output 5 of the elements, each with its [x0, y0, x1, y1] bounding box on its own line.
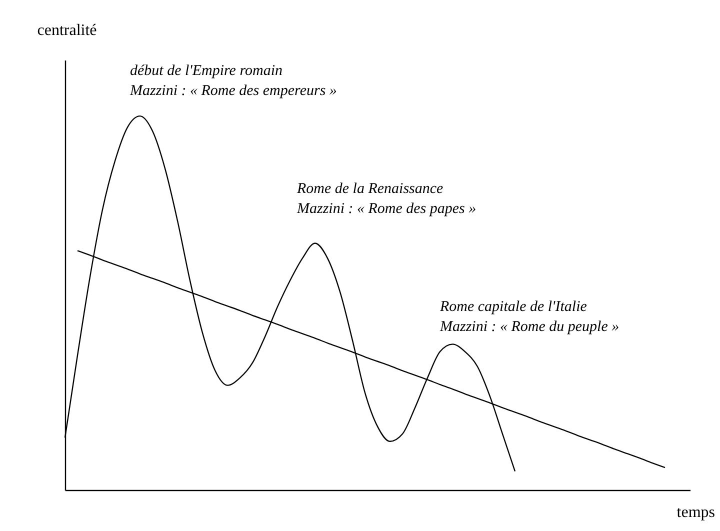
annotation: Rome capitale de l'Italie Mazzini : « Rome du peuple »: [439, 299, 620, 335]
text: début de l'Empire romain Mazzini : « Rome des empereurs »: [129, 63, 337, 99]
x-axis-title: temps: [676, 504, 715, 521]
y-axis-title: centralité: [37, 22, 97, 39]
annotation: Rome de la Renaissance Mazzini : « Rome des papes »: [296, 181, 476, 217]
